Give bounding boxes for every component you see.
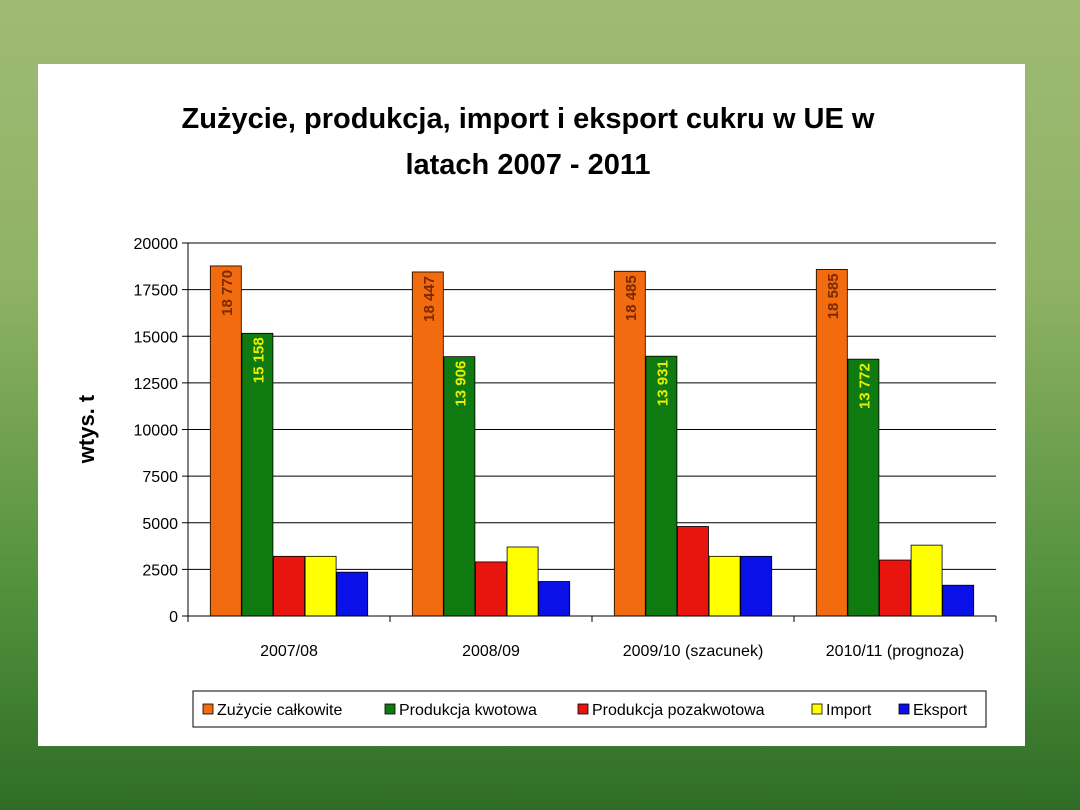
bar: [740, 555, 773, 617]
data-label: 13 906: [452, 361, 469, 407]
x-tick-label: 2007/08: [260, 643, 318, 660]
legend-label: Eksport: [913, 702, 968, 719]
y-tick-label: 2500: [142, 562, 178, 579]
legend-label: Import: [826, 702, 872, 719]
bar: [273, 555, 305, 617]
legend-swatch: [811, 703, 823, 715]
bar: [708, 555, 741, 617]
data-label: 13 772: [856, 363, 873, 409]
bar-chart: Zużycie, produkcja, import i eksport cuk…: [74, 103, 997, 728]
legend-swatch: [202, 703, 214, 715]
bar: [209, 265, 242, 617]
bar: [613, 270, 646, 617]
chart-title-line-1: Zużycie, produkcja, import i eksport cuk…: [182, 103, 875, 135]
data-label: 18 585: [825, 273, 842, 319]
legend-label: Produkcja pozakwotowa: [592, 702, 765, 719]
x-tick-label: 2008/09: [462, 643, 520, 660]
bar: [538, 581, 571, 617]
gridlines: [188, 242, 996, 570]
legend-swatch: [898, 703, 910, 715]
y-tick-label: 20000: [134, 236, 179, 253]
axes: 0 2500 5000 7500 10000 12500 15000 17500 20000 20…: [134, 236, 997, 660]
y-tick-label: 0: [169, 609, 178, 626]
chart-title-line-2: latach 2007 - 2011: [405, 149, 650, 181]
bar: [304, 555, 337, 617]
bar: [879, 559, 911, 617]
x-tick-label: 2010/11 (prognoza): [826, 643, 964, 660]
bar: [645, 355, 678, 617]
legend-box: [192, 690, 987, 728]
data-label: 18 447: [421, 276, 438, 322]
bars: 18 770 15 158 18 447 13 906 18 485 13 931 18 5…: [209, 265, 975, 617]
bar: [336, 571, 369, 617]
legend-swatch: [384, 703, 396, 715]
chart-card: Zużycie, produkcja, import i eksport cuk…: [38, 64, 1025, 746]
bar: [910, 544, 943, 617]
data-label: 15 158: [250, 337, 267, 383]
bar: [847, 358, 880, 617]
bar: [241, 332, 274, 617]
y-tick-label: 10000: [134, 423, 179, 440]
data-label: 13 931: [654, 360, 671, 406]
bar: [443, 356, 476, 617]
bar: [677, 526, 709, 617]
data-label: 18 485: [623, 275, 640, 321]
bar: [942, 584, 975, 617]
y-axis-label: wtys. t: [74, 394, 99, 464]
y-tick-label: 15000: [134, 329, 179, 346]
x-tick-label: 2009/10 (szacunek): [623, 643, 764, 660]
bar: [475, 561, 507, 617]
y-tick-label: 5000: [142, 516, 178, 533]
bar: [815, 268, 848, 617]
y-tick-label: 17500: [134, 283, 179, 300]
legend-label: Zużycie całkowite: [217, 702, 342, 719]
legend-swatch: [577, 703, 589, 715]
bar: [506, 546, 539, 617]
legend-label: Produkcja kwotowa: [399, 702, 537, 719]
data-label: 18 770: [219, 270, 236, 316]
y-tick-label: 12500: [134, 376, 179, 393]
legend: Zużycie całkowite Produkcja kwotowa Produk…: [192, 690, 987, 728]
bar: [411, 271, 444, 617]
y-tick-label: 7500: [142, 469, 178, 486]
